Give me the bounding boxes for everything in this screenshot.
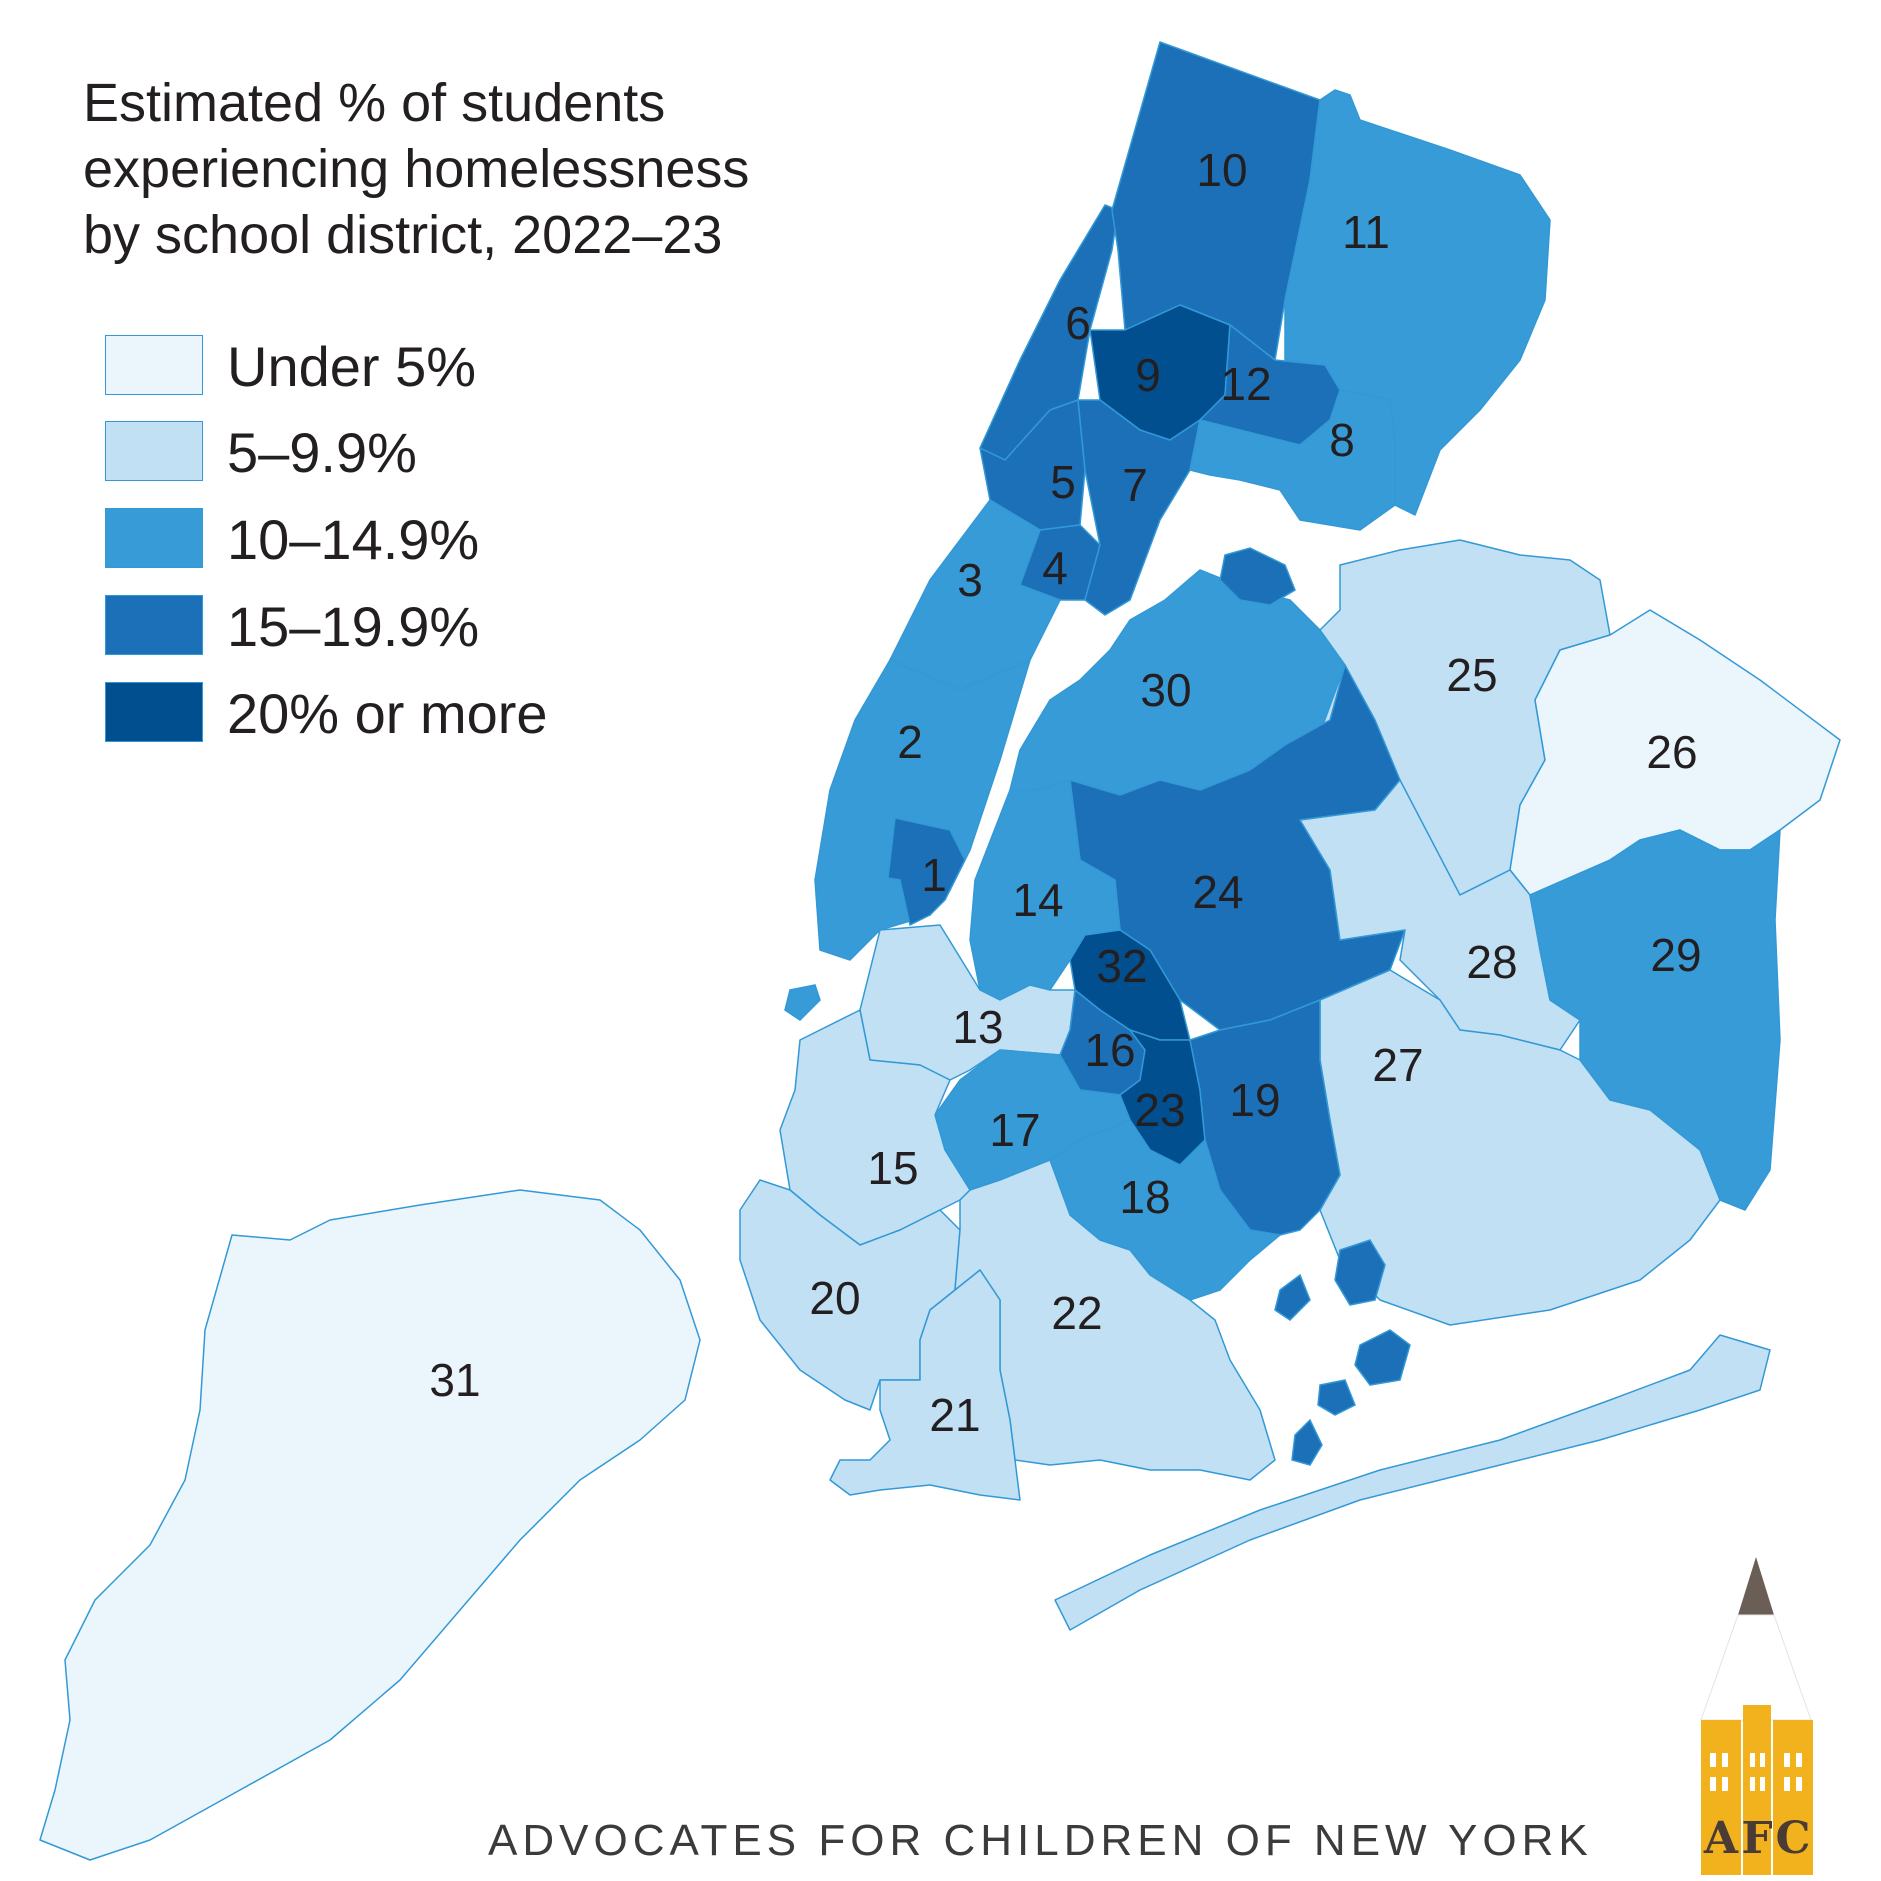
district-label-12: 12 xyxy=(1220,358,1271,410)
pencil-body-mid xyxy=(1743,1705,1771,1875)
pencil-windows xyxy=(1710,1753,1802,1791)
jamaica-bay-island-5 xyxy=(1291,1418,1323,1466)
jamaica-bay-island-1 xyxy=(1334,1239,1386,1306)
map-title: Estimated % of students experiencing hom… xyxy=(83,70,749,268)
legend-item-10-14: 10–14.9% xyxy=(105,508,705,571)
district-label-21: 21 xyxy=(929,1389,980,1441)
legend-swatch xyxy=(105,508,203,568)
district-2-region xyxy=(814,659,1031,961)
district-1-region xyxy=(887,817,966,926)
pencil-cone xyxy=(1700,1614,1812,1721)
district-label-14: 14 xyxy=(1012,874,1063,926)
legend-swatch xyxy=(105,335,203,395)
legend-swatch xyxy=(105,421,203,481)
district-label-2: 2 xyxy=(897,716,923,768)
district-label-27: 27 xyxy=(1372,1039,1423,1091)
legend-label: Under 5% xyxy=(227,335,477,398)
legend-label: 20% or more xyxy=(227,682,548,745)
district-label-11: 11 xyxy=(1342,206,1390,258)
legend-swatch xyxy=(105,595,203,655)
logo-letter-c: C xyxy=(1775,1813,1810,1864)
district-28-region xyxy=(1299,779,1581,1051)
rikers-island xyxy=(1219,547,1296,606)
pencil-body-right xyxy=(1773,1720,1813,1875)
district-label-24: 24 xyxy=(1192,866,1243,918)
legend-label: 15–19.9% xyxy=(227,595,480,658)
district-label-17: 17 xyxy=(989,1104,1040,1156)
district-27-rockaway-region xyxy=(1054,1334,1771,1631)
district-label-13: 13 xyxy=(952,1001,1003,1053)
district-label-3: 3 xyxy=(957,554,983,606)
district-label-7: 7 xyxy=(1122,459,1148,511)
jamaica-bay-island-2 xyxy=(1354,1329,1411,1386)
roosevelt-island xyxy=(784,984,821,1021)
legend-item-15-19: 15–19.9% xyxy=(105,595,705,658)
legend-item-5-9: 5–9.9% xyxy=(105,421,705,484)
district-label-4: 4 xyxy=(1042,542,1068,594)
district-label-31: 31 xyxy=(429,1354,480,1406)
district-label-25: 25 xyxy=(1446,649,1497,701)
district-29-region xyxy=(1529,829,1781,1211)
district-label-32: 32 xyxy=(1096,940,1147,992)
pencil-body-left xyxy=(1701,1720,1741,1875)
legend-label: 10–14.9% xyxy=(227,508,480,571)
district-label-1: 1 xyxy=(921,849,947,901)
district-label-5: 5 xyxy=(1050,456,1076,508)
jamaica-bay-island-3 xyxy=(1274,1273,1311,1321)
district-31-region xyxy=(39,1189,701,1861)
district-label-29: 29 xyxy=(1650,929,1701,981)
district-label-9: 9 xyxy=(1135,349,1161,401)
district-label-8: 8 xyxy=(1329,414,1355,466)
district-label-26: 26 xyxy=(1646,726,1697,778)
legend-swatch xyxy=(105,682,203,742)
district-label-16: 16 xyxy=(1084,1024,1135,1076)
district-label-15: 15 xyxy=(867,1142,918,1194)
district-label-19: 19 xyxy=(1229,1074,1280,1126)
logo-letter-a: A xyxy=(1703,1813,1739,1864)
district-label-30: 30 xyxy=(1140,664,1191,716)
district-label-10: 10 xyxy=(1196,144,1247,196)
legend-item-under-5: Under 5% xyxy=(105,335,705,398)
organization-name: ADVOCATES FOR CHILDREN OF NEW YORK xyxy=(488,1816,1593,1865)
district-label-20: 20 xyxy=(809,1272,860,1324)
title-line-1: Estimated % of students xyxy=(83,73,666,133)
jamaica-bay-island-4 xyxy=(1317,1379,1356,1416)
legend-label: 5–9.9% xyxy=(227,421,417,484)
district-label-18: 18 xyxy=(1119,1171,1170,1223)
pencil-tip xyxy=(1738,1557,1774,1615)
district-label-6: 6 xyxy=(1065,297,1091,349)
district-7-region xyxy=(1077,399,1201,616)
title-line-3: by school district, 2022–23 xyxy=(83,205,723,265)
afc-pencil-logo: A F C xyxy=(1700,1557,1813,1875)
title-line-2: experiencing homelessness xyxy=(83,139,750,199)
district-label-28: 28 xyxy=(1466,936,1517,988)
district-label-23: 23 xyxy=(1134,1084,1185,1136)
district-label-22: 22 xyxy=(1051,1287,1102,1339)
district-8-region xyxy=(1189,389,1396,531)
legend-item-20-plus: 20% or more xyxy=(105,682,705,745)
district-21-region xyxy=(829,1269,1021,1501)
logo-letter-f: F xyxy=(1741,1813,1772,1864)
